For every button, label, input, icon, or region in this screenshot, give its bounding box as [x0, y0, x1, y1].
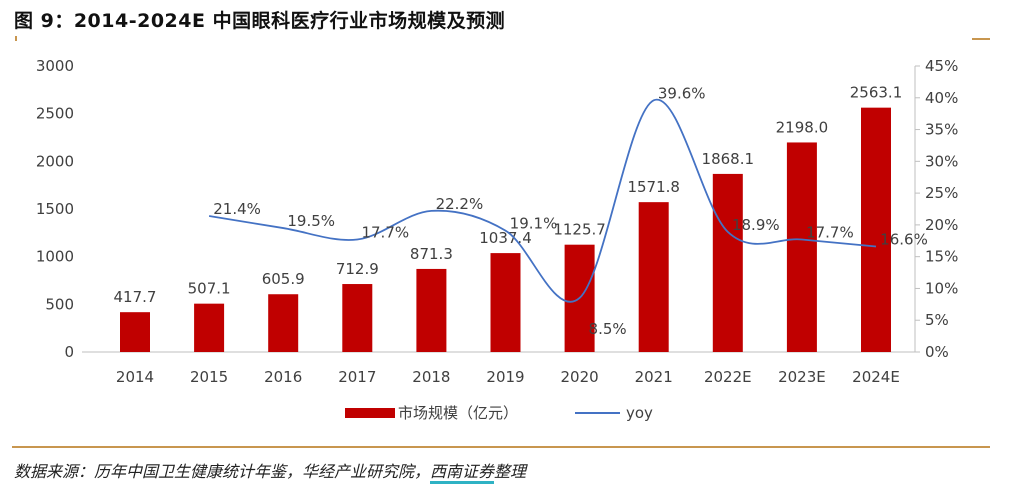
category-label: 2024E	[852, 368, 900, 386]
left-tick-label: 2500	[36, 105, 74, 123]
category-label: 2023E	[778, 368, 826, 386]
bar-value-label: 417.7	[114, 288, 157, 306]
bar	[490, 253, 521, 352]
yoy-value-label: 18.9%	[732, 216, 780, 234]
right-tick-label: 30%	[925, 152, 958, 170]
category-label: 2019	[486, 368, 524, 386]
source-prefix: 数据来源：历年中国卫生健康统计年鉴，华经产业研究院，	[14, 462, 431, 481]
bar	[342, 284, 373, 352]
category-label: 2017	[338, 368, 376, 386]
category-label: 2014	[116, 368, 154, 386]
bar-value-label: 507.1	[188, 280, 231, 298]
left-tick-label: 500	[45, 295, 74, 313]
left-tick-label: 2000	[36, 152, 74, 170]
category-label: 2016	[264, 368, 302, 386]
chart-title: 图 9：2014-2024E 中国眼科医疗行业市场规模及预测	[14, 10, 506, 32]
right-tick-label: 25%	[925, 184, 958, 202]
bar-value-label: 712.9	[336, 260, 379, 278]
category-label: 2020	[561, 368, 599, 386]
header-rule-left	[15, 36, 17, 41]
yoy-line	[208, 98, 877, 303]
yoy-value-label: 22.2%	[436, 195, 484, 213]
category-label: 2022E	[704, 368, 752, 386]
source-highlight: 西南证券	[430, 462, 495, 484]
bar-value-label: 1125.7	[553, 221, 606, 239]
left-tick-label: 1000	[36, 248, 74, 266]
yoy-value-label: 17.7%	[806, 224, 854, 242]
bar-value-label: 871.3	[410, 245, 453, 263]
yoy-value-label: 8.5%	[589, 320, 627, 338]
category-label: 2015	[190, 368, 228, 386]
category-label: 2018	[412, 368, 450, 386]
bar	[786, 142, 817, 352]
right-tick-label: 20%	[925, 216, 958, 234]
yoy-value-label: 21.4%	[213, 200, 261, 218]
bar	[861, 107, 891, 353]
right-tick-label: 5%	[925, 311, 949, 329]
legend-bar-swatch	[345, 408, 395, 418]
source-suffix: 整理	[494, 462, 527, 481]
left-tick-label: 0	[64, 343, 74, 361]
bar	[120, 312, 150, 352]
yoy-value-label: 19.5%	[287, 212, 335, 230]
right-tick-label: 10%	[925, 279, 958, 297]
chart: 0 500 1000 1500 2000 2500 3000 0% 5% 10% 15% 20% 25%…	[36, 57, 959, 422]
right-tick-label: 0%	[925, 343, 949, 361]
yoy-value-label: 39.6%	[658, 84, 706, 102]
bar-value-label: 605.9	[262, 270, 305, 288]
bar-value-label: 1868.1	[702, 150, 755, 168]
legend-line-label: yoy	[626, 404, 653, 422]
yoy-value-label: 19.1%	[510, 215, 558, 233]
bar-value-label: 2198.0	[776, 118, 829, 136]
footer-rule	[12, 446, 990, 448]
bar	[638, 202, 669, 352]
yoy-value-label: 16.6%	[880, 230, 928, 248]
right-tick-label: 15%	[925, 248, 958, 266]
source-note: 数据来源：历年中国卫生健康统计年鉴，华经产业研究院，西南证券整理	[14, 458, 527, 484]
left-tick-label: 1500	[36, 200, 74, 218]
right-tick-label: 45%	[925, 57, 958, 75]
left-tick-label: 3000	[36, 57, 74, 75]
bar-value-label: 1571.8	[627, 178, 680, 196]
right-tick-label: 35%	[925, 121, 958, 139]
bar	[416, 268, 447, 352]
bar	[268, 294, 299, 352]
header-rule-right	[972, 38, 990, 40]
yoy-value-label: 17.7%	[361, 224, 409, 242]
category-label: 2021	[635, 368, 673, 386]
bar	[194, 303, 225, 352]
legend-bar-label: 市场规模（亿元）	[398, 404, 518, 422]
right-tick-label: 40%	[925, 89, 958, 107]
bar	[712, 173, 743, 352]
bar-value-label: 2563.1	[850, 84, 903, 102]
